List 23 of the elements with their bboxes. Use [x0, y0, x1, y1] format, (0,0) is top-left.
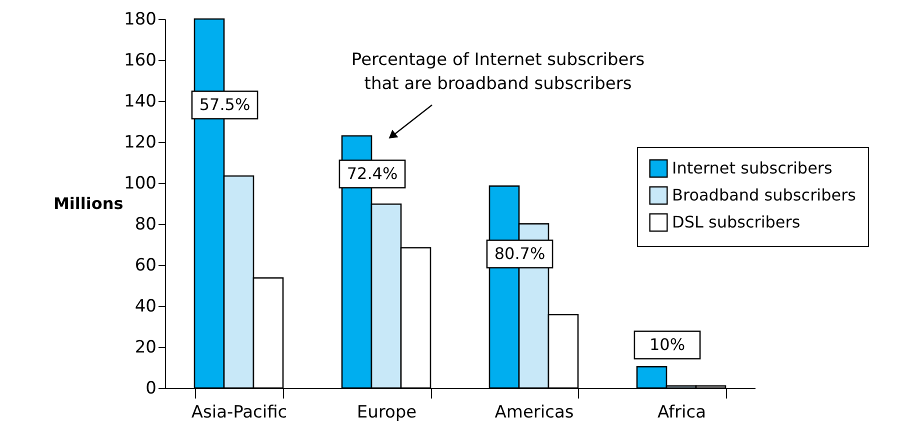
x-tick-label: Europe: [356, 402, 417, 422]
legend-label: Broadband subscribers: [672, 186, 856, 204]
annotation: 10%: [649, 335, 686, 354]
y-tick-label: 160: [124, 50, 156, 70]
x-tick-label: Americas: [494, 402, 574, 422]
x-tick-label: Asia-Pacific: [191, 402, 288, 422]
y-tick-label: 140: [124, 92, 156, 112]
legend-label: Internet subscribers: [672, 158, 832, 178]
y-tick-label: 100: [124, 174, 156, 194]
annotation: Percentage of Internet subscribers that are broadband subscribers: [351, 50, 645, 94]
y-tick-label: 60: [134, 256, 156, 276]
y-tick-label: 20: [134, 338, 156, 358]
annotation: 57.5%: [199, 95, 250, 114]
y-tick-label: 40: [134, 296, 156, 316]
y-tick-label: 180: [124, 10, 156, 30]
y-tick-label: 80: [134, 214, 156, 234]
annotation: 72.4%: [346, 164, 398, 183]
annotation: 80.7%: [494, 244, 546, 263]
legend-label: DSL subscribers: [672, 212, 800, 232]
x-tick-label: Africa: [658, 402, 706, 422]
y-tick-label: 0: [146, 378, 156, 398]
y-axis-title: Millions: [54, 194, 124, 213]
y-tick-label: 120: [124, 132, 156, 152]
